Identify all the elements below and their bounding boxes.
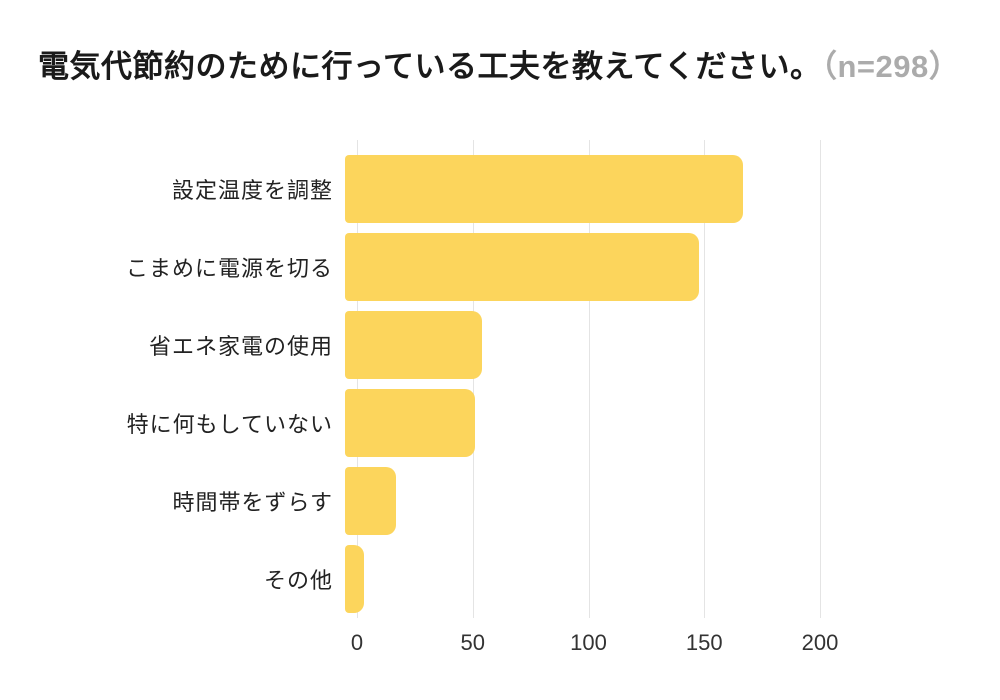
chart-rows: 設定温度を調整こまめに電源を切る省エネ家電の使用特に何もしていない時間帯をずらす… bbox=[0, 150, 1000, 618]
bar bbox=[345, 311, 482, 379]
plot-area bbox=[357, 140, 882, 618]
category-label: その他 bbox=[263, 568, 333, 593]
chart-row: 時間帯をずらす bbox=[0, 462, 1000, 540]
chart-row: 省エネ家電の使用 bbox=[0, 306, 1000, 384]
bar-chart: 設定温度を調整こまめに電源を切る省エネ家電の使用特に何もしていない時間帯をずらす… bbox=[0, 140, 1000, 680]
chart-row: 特に何もしていない bbox=[0, 384, 1000, 462]
chart-row: その他 bbox=[0, 540, 1000, 618]
category-label: 時間帯をずらす bbox=[172, 490, 333, 515]
gridline bbox=[820, 140, 821, 618]
x-axis: 0 50 100 150 200 bbox=[0, 630, 1000, 664]
bar bbox=[345, 389, 475, 457]
bar bbox=[345, 467, 396, 535]
gridline bbox=[357, 140, 358, 618]
chart-row: 設定温度を調整 bbox=[0, 150, 1000, 228]
bar bbox=[345, 155, 744, 223]
x-tick-label: 100 bbox=[570, 630, 607, 655]
category-label: こまめに電源を切る bbox=[125, 256, 333, 281]
sample-size-label: （n=298） bbox=[821, 49, 961, 84]
x-tick-label: 200 bbox=[801, 630, 839, 655]
x-tick-label: 50 bbox=[460, 630, 485, 655]
category-label: 特に何もしていない bbox=[126, 412, 333, 437]
category-label: 設定温度を調整 bbox=[171, 178, 333, 203]
chart-title-text: 電気代節約のために行っている工夫を教えてください。 bbox=[38, 49, 822, 84]
gridline bbox=[704, 140, 706, 618]
category-label: 省エネ家電の使用 bbox=[148, 334, 333, 359]
bar bbox=[345, 545, 364, 613]
bar bbox=[345, 233, 700, 301]
gridline bbox=[472, 140, 474, 618]
x-tick-label: 0 bbox=[350, 630, 364, 655]
gridline bbox=[588, 140, 590, 618]
chart-title: 電気代節約のために行っている工夫を教えてください。（n=298） bbox=[38, 48, 960, 85]
chart-row: こまめに電源を切る bbox=[0, 228, 1000, 306]
x-tick-label: 150 bbox=[685, 630, 723, 655]
